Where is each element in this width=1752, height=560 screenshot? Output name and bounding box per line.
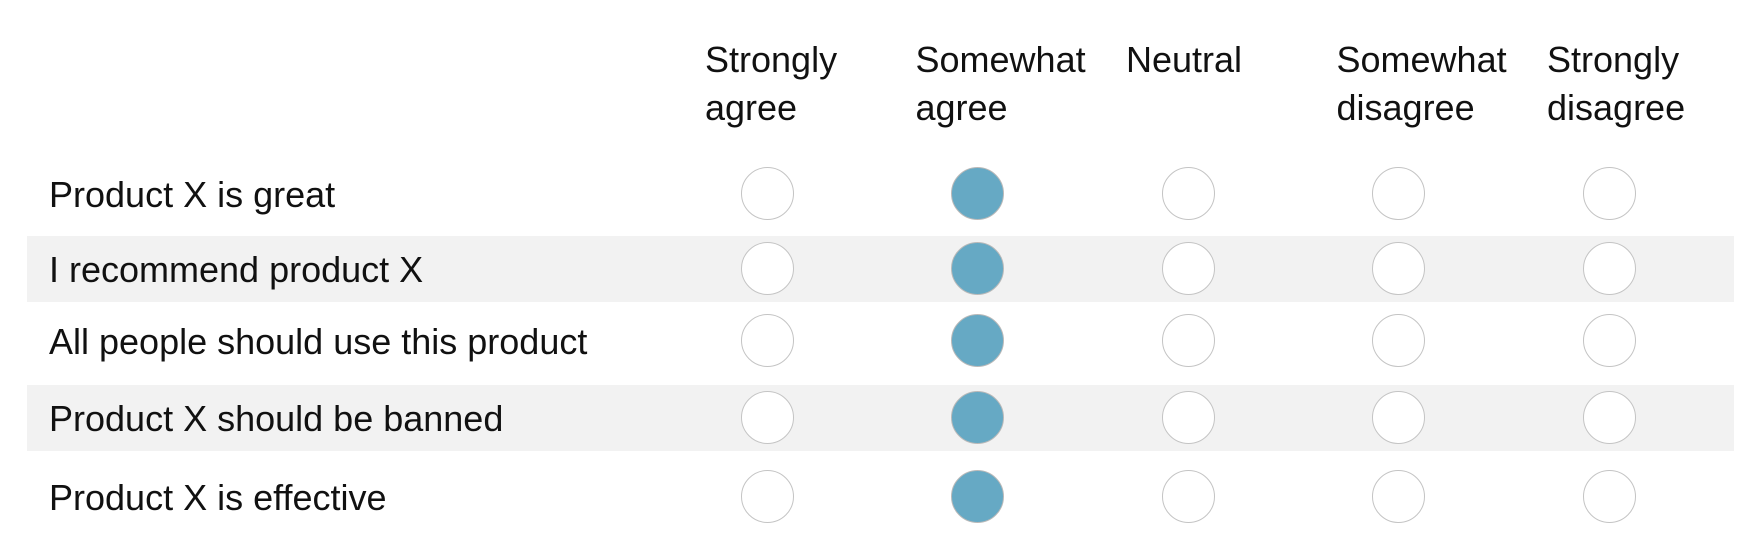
radio-button[interactable]	[951, 469, 1004, 523]
radio-button[interactable]	[1372, 313, 1425, 367]
radio-button[interactable]	[740, 469, 794, 523]
column-header: Strongly agree	[705, 39, 838, 128]
radio-button[interactable]	[1582, 241, 1636, 295]
row-label: Product X is effective	[49, 477, 387, 518]
radio-button[interactable]	[1582, 390, 1636, 444]
radio-button[interactable]	[740, 390, 794, 444]
row-stripe	[27, 385, 1734, 451]
column-header: Strongly disagree	[1547, 39, 1686, 128]
column-header: Somewhat agree	[915, 39, 1086, 128]
radio-button[interactable]	[1582, 313, 1636, 367]
column-header: Somewhat disagree	[1336, 39, 1507, 128]
radio-button[interactable]	[951, 313, 1004, 367]
radio-button[interactable]	[951, 166, 1004, 220]
column-header: Neutral	[1126, 39, 1243, 80]
radio-button[interactable]	[1161, 166, 1215, 220]
radio-button[interactable]	[1161, 469, 1215, 523]
radio-button[interactable]	[1582, 166, 1636, 220]
radio-button[interactable]	[1161, 313, 1215, 367]
row-label: All people should use this product	[49, 321, 588, 362]
radio-button[interactable]	[1161, 390, 1215, 444]
radio-button[interactable]	[1161, 241, 1215, 295]
radio-button[interactable]	[1372, 241, 1425, 295]
radio-button[interactable]	[951, 241, 1004, 295]
radio-button[interactable]	[1372, 390, 1425, 444]
radio-button[interactable]	[1582, 469, 1636, 523]
row-label: Product X should be banned	[49, 398, 504, 439]
row-label: I recommend product X	[49, 249, 424, 290]
radio-button[interactable]	[951, 390, 1004, 444]
radio-button[interactable]	[740, 241, 794, 295]
radio-button[interactable]	[740, 166, 794, 220]
radio-button[interactable]	[1372, 469, 1425, 523]
radio-button[interactable]	[1372, 166, 1425, 220]
row-label: Product X is great	[49, 174, 336, 215]
radio-button[interactable]	[740, 313, 794, 367]
row-stripe	[27, 236, 1734, 302]
